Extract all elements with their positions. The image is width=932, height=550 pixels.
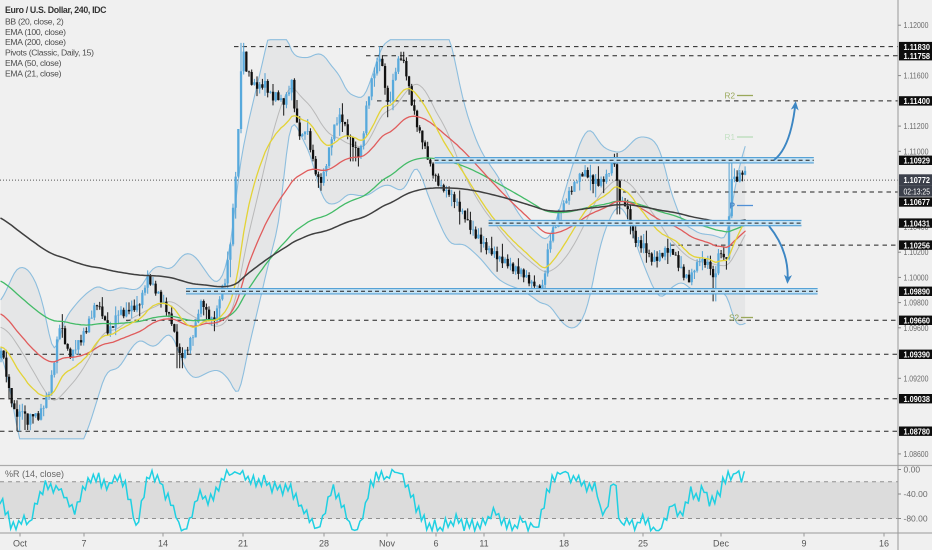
svg-text:1.08600: 1.08600 — [904, 449, 929, 459]
svg-text:1.09200: 1.09200 — [904, 373, 929, 383]
svg-text:EMA (21, close): EMA (21, close) — [5, 69, 62, 79]
svg-text:Dec: Dec — [713, 539, 730, 549]
svg-text:1.09660: 1.09660 — [904, 316, 931, 326]
svg-text:EMA (100, close): EMA (100, close) — [5, 27, 66, 37]
svg-text:7: 7 — [81, 539, 86, 549]
svg-text:1.11600: 1.11600 — [904, 71, 929, 81]
svg-text:1.12000: 1.12000 — [904, 20, 929, 30]
svg-text:1.10677: 1.10677 — [904, 197, 931, 207]
svg-text:1.11000: 1.11000 — [904, 146, 929, 156]
svg-text:6: 6 — [433, 539, 438, 549]
svg-text:%R (14, close): %R (14, close) — [5, 469, 64, 479]
svg-text:1.11830: 1.11830 — [904, 42, 931, 52]
svg-text:1.11758: 1.11758 — [904, 51, 931, 61]
svg-text:1.10256: 1.10256 — [904, 240, 931, 250]
svg-text:1.09600: 1.09600 — [904, 323, 929, 333]
svg-text:21: 21 — [238, 539, 248, 549]
svg-text:02:13:25: 02:13:25 — [904, 186, 931, 196]
svg-text:1.09890: 1.09890 — [904, 287, 931, 297]
svg-text:R1: R1 — [725, 133, 736, 142]
svg-text:BB (20, close, 2): BB (20, close, 2) — [5, 16, 64, 26]
svg-text:Nov: Nov — [379, 539, 396, 549]
svg-text:1.09800: 1.09800 — [904, 298, 929, 308]
svg-text:1.08780: 1.08780 — [904, 426, 931, 436]
svg-text:1.10431: 1.10431 — [904, 218, 931, 228]
svg-text:18: 18 — [559, 539, 569, 549]
svg-text:1.11400: 1.11400 — [904, 96, 931, 106]
svg-text:EMA (200, close): EMA (200, close) — [5, 37, 66, 47]
svg-text:9: 9 — [801, 539, 806, 549]
svg-text:Euro / U.S. Dollar, 240, IDC: Euro / U.S. Dollar, 240, IDC — [5, 5, 107, 15]
svg-text:Oct: Oct — [13, 539, 28, 549]
svg-text:25: 25 — [638, 539, 648, 549]
svg-text:1.09390: 1.09390 — [904, 350, 931, 360]
svg-text:EMA (50, close): EMA (50, close) — [5, 58, 62, 68]
svg-text:16: 16 — [879, 539, 889, 549]
svg-text:11: 11 — [479, 539, 488, 549]
svg-text:-40.00: -40.00 — [904, 489, 928, 499]
svg-text:-80.00: -80.00 — [904, 514, 928, 524]
svg-text:1.10200: 1.10200 — [904, 247, 929, 257]
svg-text:1.11200: 1.11200 — [904, 121, 929, 131]
svg-text:1.10772: 1.10772 — [904, 175, 931, 185]
svg-text:28: 28 — [319, 539, 329, 549]
svg-text:14: 14 — [158, 539, 168, 549]
svg-text:1.09038: 1.09038 — [904, 394, 931, 404]
svg-text:Pivots (Classic, Daily, 15): Pivots (Classic, Daily, 15) — [5, 48, 94, 58]
svg-text:1.10000: 1.10000 — [904, 272, 929, 282]
svg-text:1.10929: 1.10929 — [904, 156, 931, 166]
svg-text:R2: R2 — [725, 92, 736, 101]
svg-text:S2: S2 — [729, 314, 739, 323]
svg-text:P: P — [730, 202, 736, 211]
svg-text:0.00: 0.00 — [904, 465, 921, 475]
